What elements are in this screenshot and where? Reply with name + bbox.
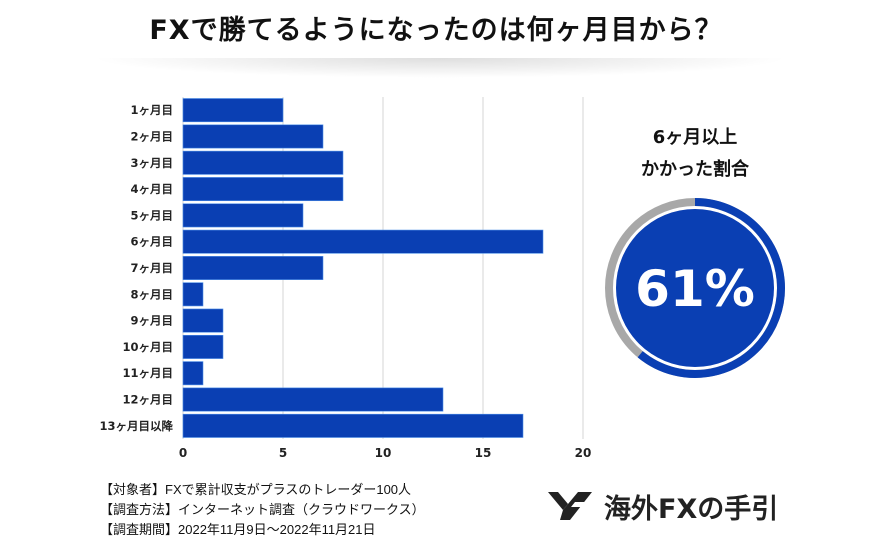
- brand-logo: 海外FXの手引: [548, 487, 778, 526]
- page-title: FXで勝てるようになったのは何ヶ月目から？: [149, 15, 723, 46]
- y-category-label: 9ヶ月目: [130, 314, 173, 328]
- bar: [182, 361, 204, 386]
- title-divider-shadow: [90, 58, 790, 78]
- bar: [182, 282, 204, 307]
- logo-text: 海外FXの手引: [604, 494, 779, 525]
- bar: [182, 387, 444, 412]
- x-tick-label: 5: [279, 446, 287, 460]
- bar: [182, 98, 284, 123]
- donut-value-label: 61%: [635, 260, 755, 318]
- y-category-label: 10ヶ月目: [122, 340, 173, 354]
- bar: [182, 124, 324, 149]
- donut-title: 6ヶ月以上 かかった割合: [595, 122, 795, 186]
- bar: [182, 256, 324, 280]
- note-method: 【調査方法】インターネット調査（クラウドワークス）: [100, 502, 425, 517]
- y-category-label: 11ヶ月目: [122, 366, 173, 380]
- y-category-label: 3ヶ月目: [130, 156, 173, 170]
- y-category-label: 12ヶ月目: [122, 393, 173, 407]
- donut-value-arc: [637, 198, 785, 378]
- y-category-label: 5ヶ月目: [130, 208, 173, 222]
- note-period: 【調査期間】2022年11月9日〜2022年11月21日: [100, 522, 376, 537]
- y-category-label: 7ヶ月目: [130, 261, 173, 275]
- donut-center: [616, 209, 774, 367]
- bar: [182, 308, 224, 333]
- bar: [182, 150, 344, 175]
- x-tick-label: 0: [179, 446, 187, 460]
- x-tick-label: 15: [475, 446, 492, 460]
- bar: [182, 203, 304, 228]
- y-category-label: 6ヶ月目: [130, 235, 173, 249]
- survey-notes: 【対象者】FXで累計収支がプラスのトレーダー100人 【調査方法】インターネット…: [100, 480, 425, 540]
- y-category-label: 2ヶ月目: [130, 129, 173, 143]
- note-target: 【対象者】FXで累計収支がプラスのトレーダー100人: [100, 482, 412, 497]
- donut-title-line: かかった割合: [641, 159, 749, 180]
- donut-title-line: 6ヶ月以上: [652, 127, 738, 148]
- bar: [182, 177, 344, 202]
- y-category-label: 4ヶ月目: [130, 182, 173, 196]
- fx-logo-mark-icon: [548, 491, 592, 520]
- bar: [182, 229, 544, 254]
- x-tick-label: 10: [375, 446, 392, 460]
- y-category-label: 1ヶ月目: [130, 103, 173, 117]
- bar: [182, 413, 524, 438]
- y-category-label: 8ヶ月目: [130, 287, 173, 301]
- y-category-label: 13ヶ月目以降: [99, 419, 173, 433]
- bar: [182, 334, 224, 359]
- x-tick-label: 20: [575, 446, 592, 460]
